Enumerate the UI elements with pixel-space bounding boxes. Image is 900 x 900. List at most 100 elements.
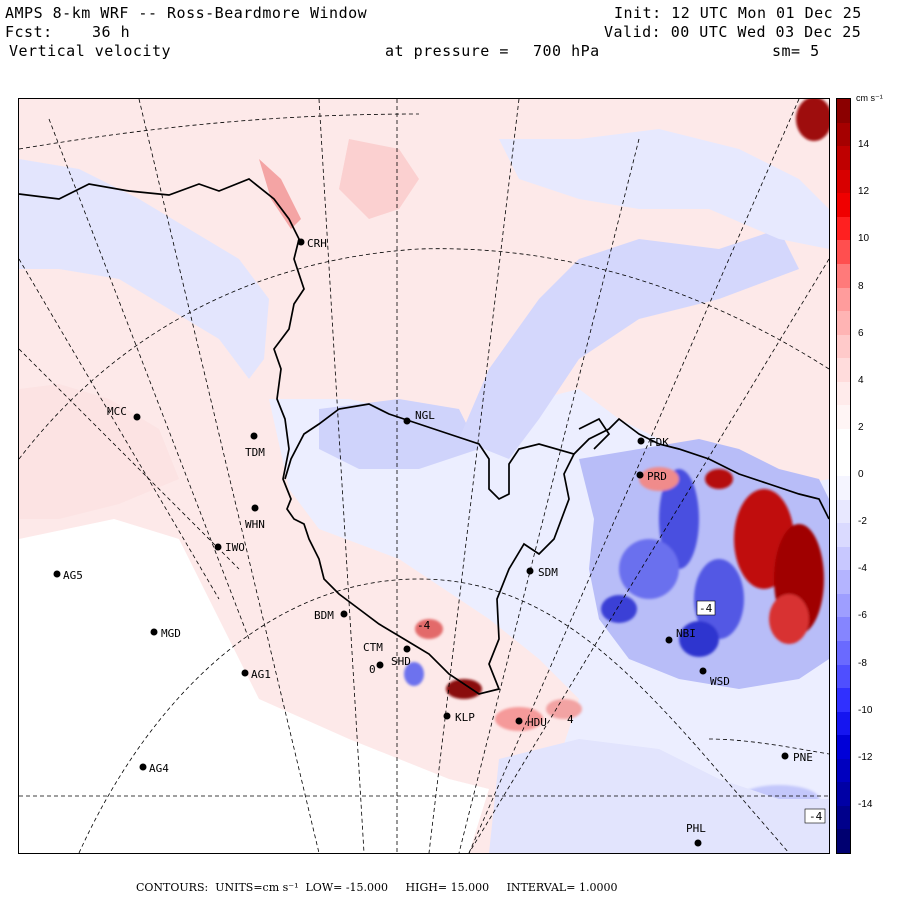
station-phl[interactable]: PHL [686, 822, 706, 847]
graticule [19, 99, 829, 853]
blue-zone-glacier [319, 399, 479, 469]
colorbar-cell [837, 640, 850, 665]
forecast-label: Fcst: [5, 23, 53, 41]
station-ctm[interactable]: CTM [363, 641, 384, 669]
contour-label: 4 [567, 713, 574, 726]
station-nbi[interactable]: NBI [665, 627, 696, 644]
station-label: SHD [391, 655, 411, 668]
station-bdm[interactable]: BDM [314, 609, 348, 622]
colorbar-cell [837, 805, 850, 830]
level-label: at pressure = [385, 42, 509, 60]
colorbar-tick-label: -2 [858, 516, 867, 528]
station-label: NGL [415, 409, 435, 422]
map-panel[interactable]: -4 -4 -4 0 4 CRH MCC TDM NGL WHN IWO AG5… [18, 98, 830, 854]
station-label: BDM [314, 609, 334, 622]
station-label: PNE [793, 751, 813, 764]
station-whn[interactable]: WHN [245, 504, 265, 532]
colorbar-cell [837, 216, 850, 241]
footer-contours: CONTOURS: [136, 881, 209, 894]
coastline [19, 178, 829, 695]
colorbar-cell [837, 193, 850, 218]
station-hdu[interactable]: HDU [515, 716, 547, 729]
colorbar-cell [837, 428, 850, 453]
white-region-left [19, 519, 489, 853]
colorbar-cell [837, 570, 850, 595]
station-label: AG1 [251, 668, 271, 681]
colorbar-cell [837, 688, 850, 713]
station-label: TDM [245, 446, 265, 459]
contour-label: -4 [699, 602, 713, 615]
station-ag4[interactable]: AG4 [139, 762, 170, 775]
colorbar-cell [837, 311, 850, 336]
variable-name: Vertical velocity [9, 42, 172, 60]
colorbar-tick-label: 4 [858, 374, 864, 386]
contour-footer: CONTOURS: UNITS=cm s⁻¹ LOW= -15.000 HIGH… [136, 881, 617, 894]
colorbar-cell [837, 99, 850, 124]
station-ag1[interactable]: AG1 [241, 668, 271, 681]
colorbar-tick-label: -14 [858, 798, 873, 810]
colorbar-cell [837, 829, 850, 853]
valid-time: Valid: 00 UTC Wed 03 Dec 25 [604, 23, 862, 41]
contour-label: -4 [417, 619, 431, 632]
colorbar-cell [837, 240, 850, 265]
convective-cores [404, 99, 829, 813]
footer-interval: INTERVAL= 1.0000 [506, 881, 618, 894]
station-shd[interactable]: SHD [391, 645, 411, 669]
colorbar-cell [837, 169, 850, 194]
colorbar-cell [837, 617, 850, 642]
station-crh[interactable]: CRH [297, 237, 327, 250]
station-label: CRH [307, 237, 327, 250]
colorbar-cell [837, 735, 850, 760]
stations: CRH MCC TDM NGL WHN IWO AG5 MGD BDM AG1 … [53, 237, 813, 847]
station-label: AG4 [149, 762, 169, 775]
colorbar-tick-label: -6 [858, 610, 867, 622]
blue-zone-north [499, 129, 829, 249]
station-mgd[interactable]: MGD [150, 627, 181, 640]
pink-streak-crh [259, 159, 301, 229]
station-ag5[interactable]: AG5 [53, 569, 83, 582]
station-label: FDK [649, 436, 669, 449]
footer-low: LOW= -15.000 [305, 881, 389, 894]
smoothing-value: sm= 5 [772, 42, 820, 60]
colorbar-cell [837, 358, 850, 383]
station-iwo[interactable]: IWO [214, 541, 245, 554]
contour-label: -4 [809, 810, 823, 823]
colorbar-cell [837, 664, 850, 689]
station-label: HDU [527, 716, 547, 729]
forecast-hours: 36 h [92, 23, 131, 41]
colorbar-cell [837, 711, 850, 736]
pink-streak-north [339, 139, 419, 219]
colorbar [836, 98, 851, 854]
colorbar-tick-label: 8 [858, 280, 864, 292]
colorbar-cell [837, 334, 850, 359]
colorbar-tick-label: 14 [858, 139, 870, 151]
station-klp[interactable]: KLP [443, 711, 476, 724]
station-pne[interactable]: PNE [781, 751, 813, 764]
station-sdm[interactable]: SDM [526, 566, 559, 579]
level-value: 700 hPa [533, 42, 600, 60]
station-label: MCC [107, 405, 127, 418]
station-wsd[interactable]: WSD [699, 667, 730, 689]
colorbar-cell [837, 381, 850, 406]
colorbar-tick-label: -4 [858, 563, 867, 575]
colorbar-cell [837, 287, 850, 312]
station-label: AG5 [63, 569, 83, 582]
colorbar-cell [837, 263, 850, 288]
colorbar-tick-label: 12 [858, 186, 870, 198]
station-label: WHN [245, 518, 265, 531]
station-tdm[interactable]: TDM [245, 432, 265, 460]
station-fdk[interactable]: FDK [637, 436, 670, 449]
station-mcc[interactable]: MCC [107, 405, 141, 421]
station-prd[interactable]: PRD [636, 470, 667, 483]
colorbar-cell [837, 546, 850, 571]
station-label: SDM [538, 566, 558, 579]
colorbar-cell [837, 499, 850, 524]
station-label: KLP [455, 711, 475, 724]
station-label: IWO [225, 541, 245, 554]
colorbar-units: cm s⁻¹ [856, 93, 883, 103]
station-ngl[interactable]: NGL [403, 409, 436, 425]
contour-labels: -4 -4 -4 0 4 [369, 600, 826, 824]
footer-units: UNITS=cm s⁻¹ [215, 881, 299, 894]
colorbar-tick-label: 6 [858, 327, 864, 339]
colorbar-cell [837, 146, 850, 171]
